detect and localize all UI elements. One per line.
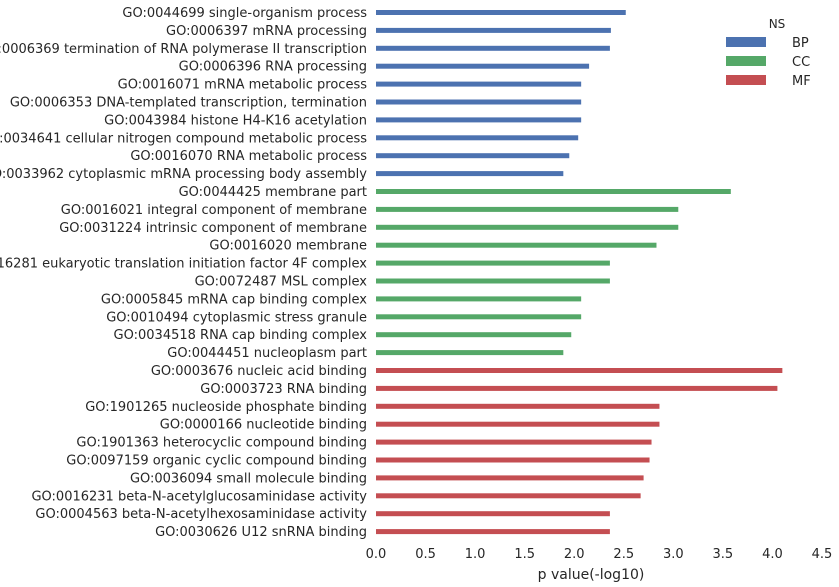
bar [376, 350, 564, 356]
bar [376, 368, 783, 373]
bar [376, 45, 610, 51]
x-axis-title: p value(-log10) [538, 567, 645, 583]
category-label: GO:0072487 MSL complex [195, 275, 368, 290]
x-tick-label: 0.0 [366, 547, 387, 562]
legend-swatch [726, 75, 766, 85]
x-tick-label: 2.0 [564, 547, 585, 562]
category-label: GO:0016070 RNA metabolic process [130, 149, 367, 164]
category-label: GO:0006396 RNA processing [179, 60, 367, 75]
bar [376, 153, 570, 159]
x-tick-label: 3.5 [713, 547, 734, 562]
bar [376, 260, 610, 266]
bars-layer [376, 10, 783, 535]
x-tick-label: 1.5 [514, 547, 535, 562]
category-label: GO:0006397 mRNA processing [166, 24, 367, 39]
x-tick-label: 4.0 [762, 547, 783, 562]
x-axis-ticks: 0.0 0.5 1.0 1.5 2.0 2.5 3.0 3.5 4.0 4.5 [366, 547, 833, 562]
bar [376, 385, 778, 391]
bar [376, 511, 610, 517]
bar [376, 224, 679, 230]
bar [376, 475, 644, 481]
category-label: GO:0006353 DNA-templated transcription, … [10, 96, 367, 111]
legend-swatch [726, 56, 766, 66]
category-label: GO:0005845 mRNA cap binding complex [101, 292, 367, 307]
x-tick-label: 2.5 [613, 547, 634, 562]
category-label: GO:0003723 RNA binding [200, 382, 367, 397]
category-label: GO:0034641 cellular nitrogen compound me… [0, 131, 367, 146]
bar [376, 403, 660, 409]
bar [376, 278, 610, 284]
legend-title: NS [769, 17, 786, 31]
category-label: GO:1901363 heterocyclic compound binding [76, 436, 367, 451]
legend: NS BP CC MF [726, 17, 811, 89]
bar [376, 242, 657, 248]
legend-label: MF [792, 74, 811, 89]
bar [376, 171, 564, 177]
category-label: GO:0010494 cytoplasmic stress granule [106, 310, 367, 325]
category-label: GO:0016071 mRNA metabolic process [118, 78, 368, 93]
x-tick-label: 3.0 [663, 547, 684, 562]
category-label: GO:0036094 small molecule binding [130, 471, 367, 486]
x-tick-label: 1.0 [465, 547, 486, 562]
bar [376, 457, 650, 463]
category-label: GO:0044425 membrane part [179, 185, 367, 200]
bar [376, 421, 660, 427]
bar [376, 135, 579, 141]
x-tick-label: 4.5 [812, 547, 833, 562]
category-label: GO:0006369 termination of RNA polymerase… [0, 42, 367, 57]
category-label: GO:0016021 integral component of membran… [61, 203, 367, 218]
category-label: GO:0043984 histone H4-K16 acetylation [104, 113, 367, 128]
legend-label: CC [792, 55, 810, 70]
category-label: GO:0033962 cytoplasmic mRNA processing b… [0, 167, 367, 182]
bar [376, 296, 582, 302]
bar [376, 189, 731, 194]
category-label: GO:0031224 intrinsic component of membra… [59, 221, 367, 236]
x-tick-label: 0.5 [415, 547, 436, 562]
category-label: GO:0003676 nucleic acid binding [151, 364, 367, 379]
bar [376, 117, 582, 123]
bar [376, 314, 582, 320]
category-label: GO:0004563 beta-N-acetylhexosaminidase a… [35, 507, 367, 522]
bar [376, 529, 610, 535]
category-label: GO:0030626 U12 snRNA binding [155, 525, 367, 540]
category-label: GO:0044699 single-organism process [122, 6, 367, 21]
bar [376, 493, 641, 499]
category-label: GO:0016281 eukaryotic translation initia… [0, 257, 367, 272]
category-label: GO:0034518 RNA cap binding complex [114, 328, 368, 343]
bar [376, 81, 582, 87]
bar [376, 10, 626, 15]
category-label: GO:0016231 beta-N-acetylglucosaminidase … [31, 489, 367, 504]
legend-label: BP [792, 36, 809, 51]
legend-swatch [726, 37, 766, 47]
bar [376, 332, 572, 338]
bar [376, 27, 611, 33]
category-label: GO:1901265 nucleoside phosphate binding [85, 400, 367, 415]
category-label: GO:0097159 organic cyclic compound bindi… [66, 454, 367, 469]
bar [376, 439, 652, 445]
bar [376, 63, 590, 69]
category-label: GO:0044451 nucleoplasm part [167, 346, 367, 361]
bar [376, 99, 582, 105]
category-labels: GO:0044699 single-organism process GO:000… [0, 6, 367, 540]
bar [376, 206, 679, 212]
category-label: GO:0016020 membrane [209, 239, 367, 254]
category-label: GO:0000166 nucleotide binding [160, 418, 367, 433]
